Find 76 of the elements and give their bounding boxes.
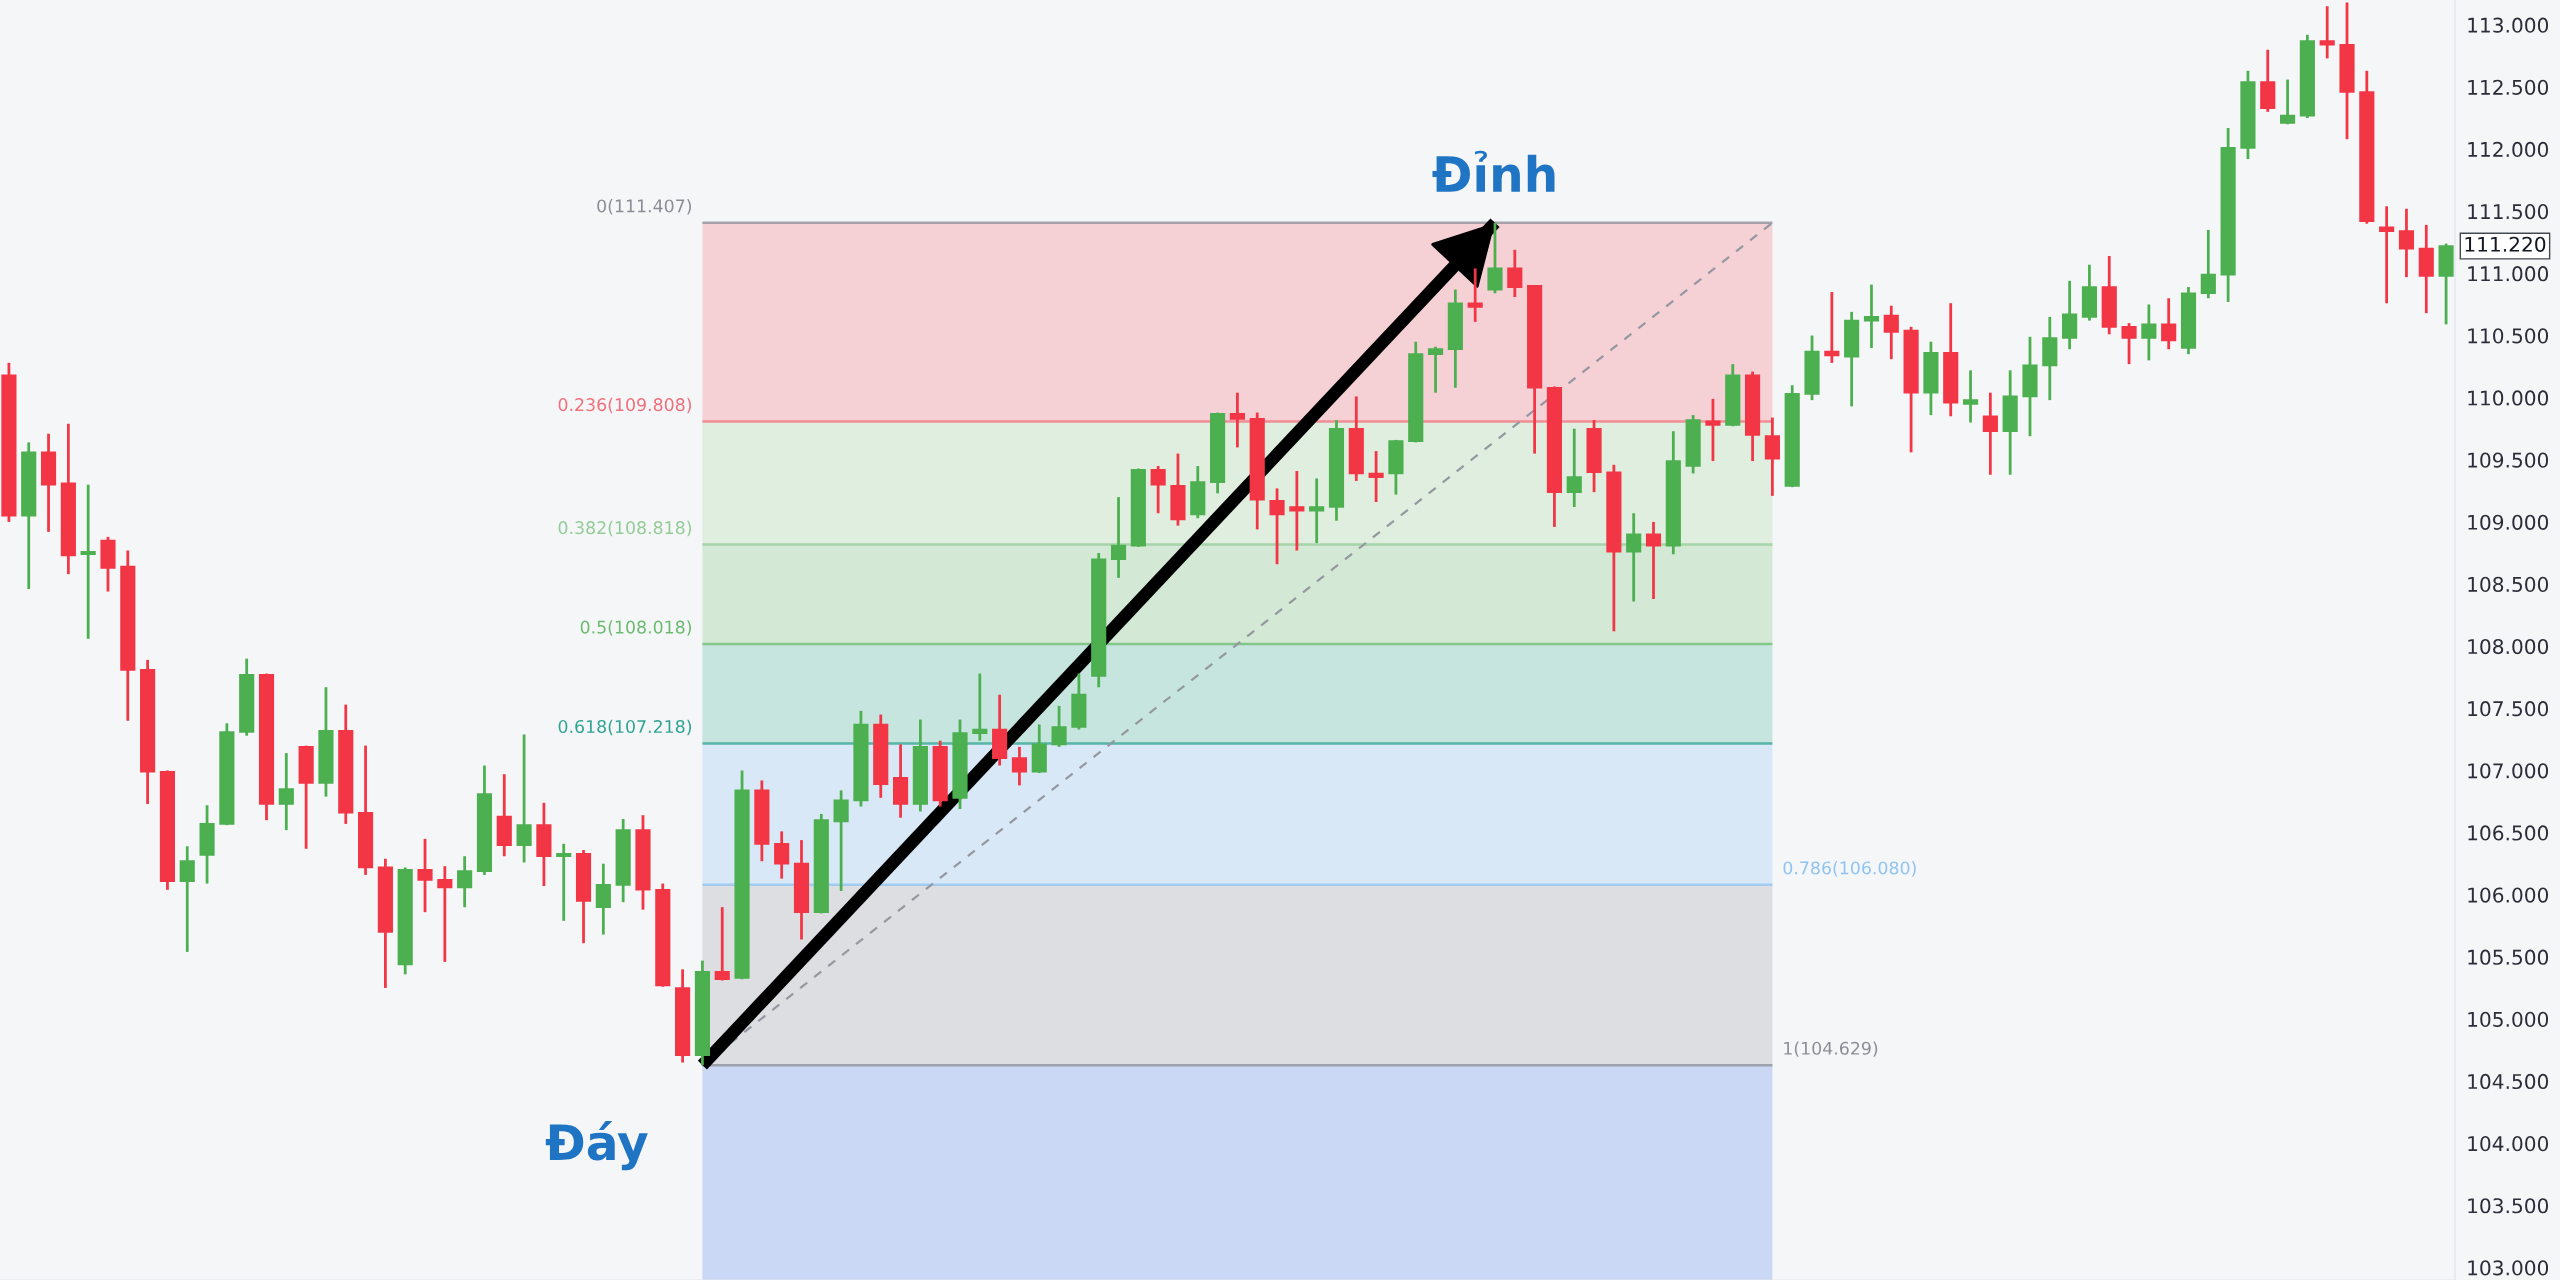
y-tick-label: 106.500	[2468, 825, 2549, 841]
y-tick-label: 108.000	[2468, 638, 2549, 655]
candlestick	[2062, 279, 2078, 351]
y-tick-label: 109.500	[2468, 452, 2549, 468]
y-tick-label: 110.000	[2468, 390, 2549, 406]
candlestick	[1566, 427, 1582, 509]
candlestick	[2200, 228, 2216, 300]
candlestick	[80, 483, 96, 641]
candlestick	[833, 788, 849, 893]
candlestick	[1487, 221, 1503, 295]
candlestick	[1626, 511, 1642, 603]
candlestick	[1705, 397, 1721, 463]
candlestick	[1110, 495, 1127, 580]
candlestick	[2161, 296, 2177, 351]
y-tick-label: 108.500	[2468, 576, 2549, 593]
y-tick-label: 107.000	[2468, 763, 2549, 779]
ref-line-label: 0.786(106.080)	[1783, 861, 1916, 877]
candlestick	[417, 837, 433, 914]
candlestick	[1427, 345, 1444, 395]
y-tick-label: 110.500	[2468, 328, 2549, 344]
candlestick	[2121, 321, 2137, 366]
y-tick-label: 103.500	[2468, 1198, 2549, 1214]
y-tick-label: 103.000	[2468, 1260, 2549, 1276]
ref-line-label: 0.618(107.218)	[558, 719, 692, 736]
ref-line-label: 0.382(108.818)	[558, 520, 692, 537]
candlestick	[1368, 449, 1384, 504]
ref-line-label: 0.236(109.808)	[558, 397, 692, 414]
y-tick-label: 113.000	[2468, 17, 2549, 33]
y-tick-label: 104.500	[2468, 1073, 2549, 1090]
candlestick	[1962, 368, 1979, 424]
text: 111.220	[2465, 236, 2546, 252]
y-tick-label: 107.500	[2468, 701, 2549, 717]
candlestick	[774, 829, 790, 880]
candlestick	[1824, 290, 1840, 365]
y-tick-label: 106.000	[2468, 887, 2549, 903]
candlestick	[1863, 283, 1880, 350]
y-tick-label: 112.000	[2468, 141, 2549, 158]
y-tick-label: 105.500	[2468, 949, 2549, 965]
candlestick	[457, 854, 473, 909]
candlestick	[972, 672, 988, 743]
y-tick-label: 112.500	[2468, 79, 2549, 95]
candlestick	[437, 864, 453, 964]
candlestick	[179, 844, 195, 954]
candlestick	[278, 751, 294, 832]
candlestick	[1309, 477, 1325, 545]
y-tick-label: 105.000	[2468, 1011, 2549, 1027]
candlestick	[714, 905, 730, 982]
candlestick	[1150, 464, 1166, 515]
candlestick	[1229, 391, 1245, 449]
y-tick-label: 109.000	[2468, 514, 2549, 530]
y-tick-label: 111.000	[2468, 266, 2549, 282]
candlestick	[2319, 4, 2335, 60]
candlestick	[595, 862, 611, 936]
candlestick	[1051, 704, 1067, 749]
candlestick	[1289, 469, 1305, 552]
candlestick	[516, 733, 532, 864]
candlestick	[1507, 248, 1523, 299]
candlestick	[2398, 207, 2415, 279]
candlestick	[2379, 204, 2395, 305]
candlestick	[1883, 304, 1899, 361]
y-tick-label: 111.500	[2468, 203, 2549, 220]
candlestick	[556, 842, 572, 923]
candlestick	[1269, 487, 1285, 566]
candlestick	[2279, 78, 2296, 126]
ref-line-label: 1(104.629)	[1784, 1041, 1878, 1057]
candlestick	[1645, 520, 1662, 601]
candlestick	[1982, 391, 1998, 477]
annotation: Đỉnh	[1432, 150, 1555, 192]
candlestick	[1011, 745, 1028, 787]
ref-line-label: 0(111.407)	[597, 199, 692, 215]
candlestick	[1467, 267, 1483, 324]
ref-line-label: 0.5(108.018)	[580, 620, 692, 636]
candlestick	[1764, 416, 1780, 498]
annotation: Đáy	[545, 1121, 648, 1171]
y-tick-label: 104.000	[2468, 1136, 2549, 1152]
candlestick	[2141, 303, 2157, 362]
